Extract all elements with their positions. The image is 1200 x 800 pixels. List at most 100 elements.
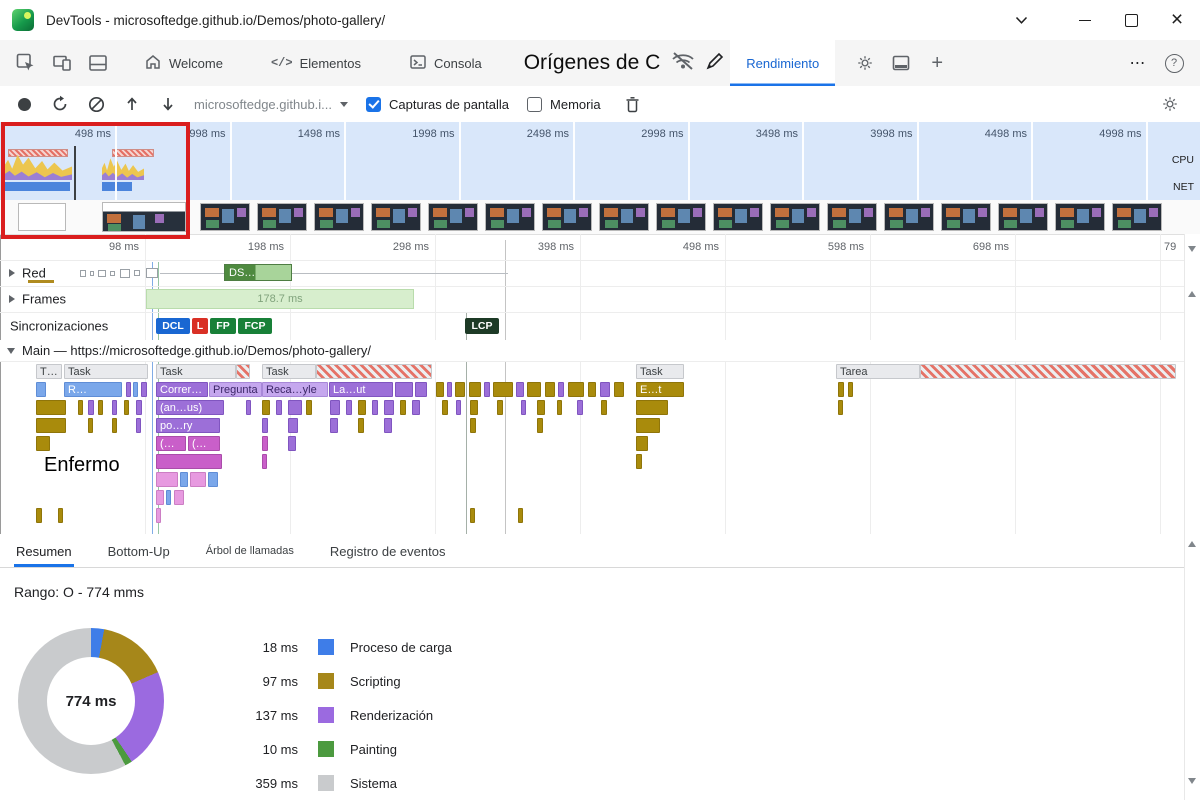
memory-label[interactable]: Memoria xyxy=(550,96,601,112)
inspect-icon[interactable] xyxy=(8,45,44,81)
screenshot-thumbnail[interactable] xyxy=(884,203,934,231)
timing-badge-lcp[interactable]: LCP xyxy=(465,318,499,334)
network-request-mini-bar[interactable] xyxy=(90,270,94,276)
gear-icon[interactable] xyxy=(847,45,883,81)
flame-bar[interactable] xyxy=(469,382,481,397)
flame-bar[interactable] xyxy=(493,382,513,397)
chevron-down-icon[interactable] xyxy=(7,348,15,354)
frame-duration-bar[interactable]: 178.7 ms xyxy=(146,289,414,309)
flame-bar[interactable] xyxy=(346,400,352,415)
screenshot-thumbnail[interactable] xyxy=(200,203,250,231)
flame-bar[interactable] xyxy=(636,400,668,415)
flame-bar[interactable] xyxy=(133,382,138,397)
tab-event-log[interactable]: Registro de eventos xyxy=(329,544,446,559)
screenshot-thumbnail[interactable] xyxy=(428,203,478,231)
flame-bar[interactable] xyxy=(455,382,465,397)
flame-bar[interactable]: Correr… xyxy=(156,382,208,397)
flame-bar[interactable] xyxy=(262,400,270,415)
flame-bar[interactable] xyxy=(838,400,843,415)
flame-bar[interactable] xyxy=(537,400,545,415)
flame-bar[interactable] xyxy=(614,382,624,397)
network-request-mini-bar[interactable] xyxy=(146,268,158,278)
flame-bar[interactable] xyxy=(316,364,432,379)
flame-bar[interactable]: Pregunta xyxy=(209,382,262,397)
more-options-icon[interactable]: ⋯ xyxy=(1129,55,1147,72)
flame-bar[interactable] xyxy=(588,382,596,397)
flame-bar[interactable] xyxy=(447,382,452,397)
network-request-mini-bar[interactable] xyxy=(120,268,130,278)
clear-icon[interactable] xyxy=(78,89,114,119)
flame-bar[interactable] xyxy=(262,454,267,469)
flame-bar[interactable] xyxy=(262,418,268,433)
tab-consola[interactable]: Consola xyxy=(393,40,498,86)
flame-bar[interactable] xyxy=(436,382,444,397)
flame-bar[interactable] xyxy=(98,400,103,415)
flame-bar[interactable] xyxy=(470,418,476,433)
timing-badge-fcp[interactable]: FCP xyxy=(238,318,272,334)
screenshot-thumbnail[interactable] xyxy=(371,203,421,231)
screenshot-thumbnail[interactable] xyxy=(1112,203,1162,231)
flame-bar[interactable] xyxy=(636,454,642,469)
scroll-up-icon[interactable] xyxy=(1188,291,1196,297)
flame-bar[interactable]: Task xyxy=(636,364,684,379)
flame-bar[interactable] xyxy=(372,400,378,415)
main-thread-header[interactable]: Main — https://microsoftedge.github.io/D… xyxy=(0,340,1184,362)
flame-bar[interactable] xyxy=(920,364,1176,379)
tab-elementos[interactable]: </> Elementos xyxy=(255,40,377,86)
flame-bar[interactable]: Reca…yle xyxy=(262,382,328,397)
screenshots-label[interactable]: Capturas de pantalla xyxy=(389,96,510,112)
flame-bar[interactable] xyxy=(36,508,42,523)
flame-bar[interactable] xyxy=(577,400,583,415)
main-flame-chart[interactable]: Enfermo T… Task Task Task Task Tarea R… Correr…… xyxy=(0,362,1184,535)
flame-bar[interactable]: (… xyxy=(156,436,186,451)
flame-bar[interactable] xyxy=(288,400,302,415)
flame-bar[interactable]: po…ry xyxy=(156,418,220,433)
screenshot-thumbnail[interactable] xyxy=(656,203,706,231)
flame-bar[interactable] xyxy=(484,382,490,397)
trash-icon[interactable] xyxy=(615,89,651,119)
flame-bar[interactable] xyxy=(276,400,282,415)
flame-bar[interactable] xyxy=(36,418,66,433)
scroll-down-icon[interactable] xyxy=(1188,246,1196,252)
network-request-mini-bar[interactable] xyxy=(134,270,140,276)
screenshot-thumbnail[interactable] xyxy=(827,203,877,231)
flame-bar[interactable] xyxy=(112,418,117,433)
frames-track-label[interactable]: Frames xyxy=(22,291,67,307)
memory-checkbox[interactable] xyxy=(527,96,543,112)
flame-bar[interactable]: R… xyxy=(64,382,122,397)
flame-bar[interactable] xyxy=(88,418,93,433)
overview-playhead[interactable] xyxy=(74,146,76,234)
screenshot-thumbnail[interactable] xyxy=(713,203,763,231)
flame-bar[interactable] xyxy=(848,382,853,397)
close-button[interactable]: × xyxy=(1154,0,1200,40)
flame-bar[interactable] xyxy=(141,382,147,397)
flame-bar[interactable]: T… xyxy=(36,364,62,379)
tab-rendimiento[interactable]: Rendimiento xyxy=(730,40,836,86)
flame-bar[interactable] xyxy=(78,400,83,415)
dock-panel-icon[interactable] xyxy=(80,45,116,81)
flame-bar[interactable] xyxy=(442,400,448,415)
flame-bar[interactable] xyxy=(36,436,50,451)
timing-badge-dcl[interactable]: DCL xyxy=(156,318,190,334)
overview-selection-box[interactable] xyxy=(1,122,190,239)
maximize-button[interactable] xyxy=(1108,0,1154,40)
timing-badge-fp[interactable]: FP xyxy=(210,318,236,334)
flame-bar[interactable] xyxy=(412,400,420,415)
flame-bar[interactable] xyxy=(156,454,222,469)
flame-bar[interactable] xyxy=(558,382,564,397)
flame-bar[interactable] xyxy=(126,382,131,397)
flame-bar[interactable] xyxy=(136,418,141,433)
flame-bar[interactable] xyxy=(156,472,178,487)
network-track[interactable]: Red DS… xyxy=(0,260,1184,287)
flame-bar[interactable] xyxy=(415,382,427,397)
flame-bar[interactable] xyxy=(208,472,218,487)
flame-bar[interactable] xyxy=(636,418,660,433)
flame-bar[interactable]: (… xyxy=(188,436,220,451)
flame-bar[interactable] xyxy=(136,400,142,415)
flame-bar[interactable] xyxy=(545,382,555,397)
tab-call-tree[interactable]: Árbol de llamadas xyxy=(205,545,294,557)
flame-bar[interactable] xyxy=(568,382,584,397)
flame-bar[interactable] xyxy=(358,400,366,415)
flame-bar[interactable]: Task xyxy=(156,364,236,379)
flame-bar[interactable] xyxy=(518,508,523,523)
